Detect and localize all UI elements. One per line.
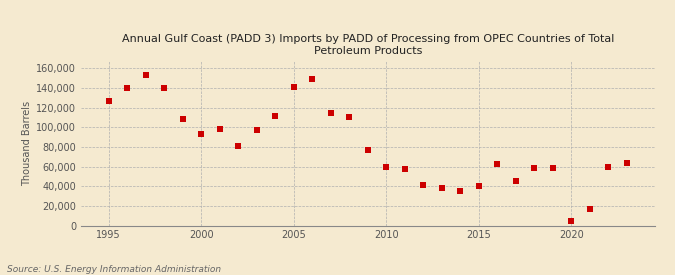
Point: [122, 86, 133, 90]
Point: [418, 183, 429, 188]
Point: [215, 127, 225, 131]
Point: [566, 218, 577, 223]
Text: Source: U.S. Energy Information Administration: Source: U.S. Energy Information Administ…: [7, 265, 221, 274]
Point: [474, 184, 485, 188]
Point: [233, 144, 244, 148]
Point: [529, 165, 540, 170]
Point: [400, 166, 410, 171]
Point: [510, 179, 521, 183]
Point: [178, 117, 188, 122]
Point: [344, 115, 355, 120]
Point: [270, 114, 281, 119]
Point: [251, 128, 262, 133]
Point: [159, 86, 169, 90]
Point: [585, 207, 595, 211]
Point: [547, 165, 558, 170]
Point: [622, 160, 632, 165]
Point: [381, 164, 392, 169]
Point: [492, 161, 503, 166]
Point: [325, 110, 336, 115]
Point: [437, 186, 448, 190]
Point: [307, 77, 318, 81]
Y-axis label: Thousand Barrels: Thousand Barrels: [22, 100, 32, 186]
Point: [603, 164, 614, 169]
Point: [362, 148, 373, 152]
Point: [196, 132, 207, 136]
Point: [455, 189, 466, 193]
Point: [103, 98, 114, 103]
Point: [288, 85, 299, 89]
Point: [140, 73, 151, 78]
Title: Annual Gulf Coast (PADD 3) Imports by PADD of Processing from OPEC Countries of : Annual Gulf Coast (PADD 3) Imports by PA…: [122, 34, 614, 56]
